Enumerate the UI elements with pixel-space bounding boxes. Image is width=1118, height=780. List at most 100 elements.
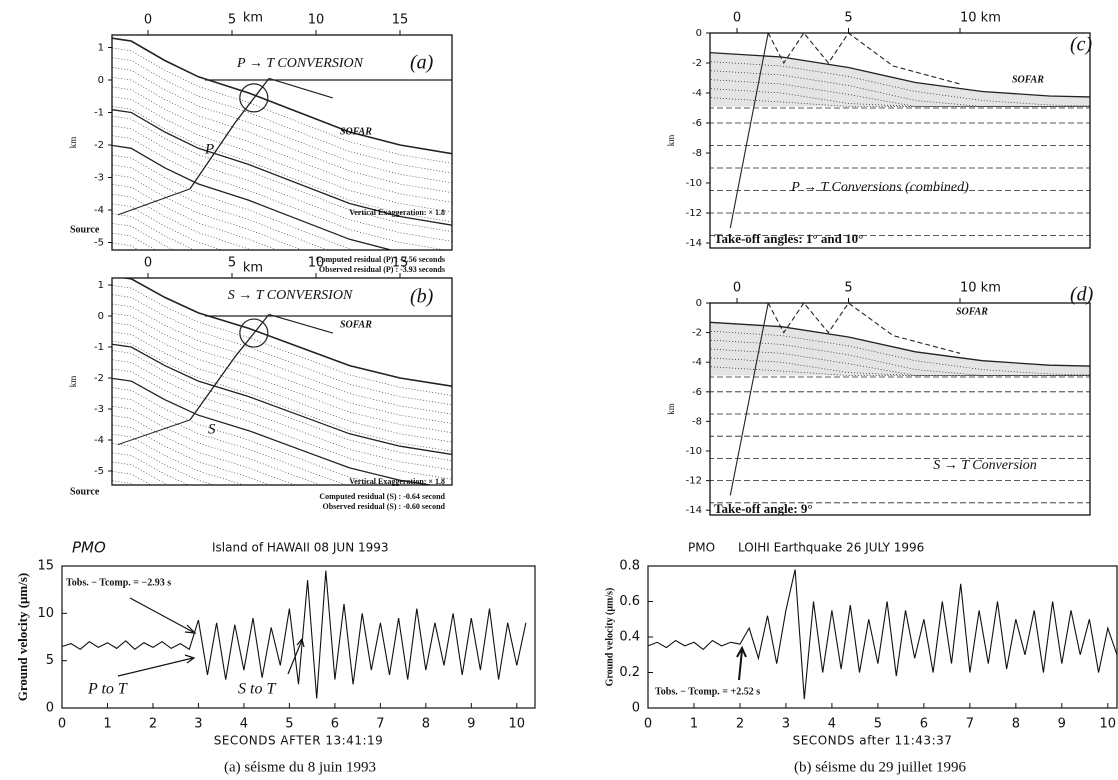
- seafloor: [710, 321, 1090, 367]
- zigzag: [767, 303, 961, 354]
- interface: [112, 343, 452, 456]
- layer: [112, 350, 452, 461]
- y-axis-label: km: [68, 137, 78, 149]
- y-tick-label: -10: [686, 446, 702, 457]
- y-tick-label: 0.4: [619, 630, 640, 645]
- layer: [112, 96, 452, 213]
- layer: [112, 424, 271, 485]
- diagram-sofar: SOFAR: [340, 319, 372, 330]
- cross-section: 0 5 10 km 0 -2 -4 -6 -8 -10 -12 -14 km (d) SOFAR S → T…: [666, 281, 1094, 517]
- sofar-arrow: [268, 77, 333, 99]
- annotation: Tobs. − Tcomp. = −2.93 s: [66, 577, 171, 588]
- source-line: [117, 188, 191, 216]
- x-tick-label: 5: [844, 11, 852, 26]
- x-tick-label: 9: [1058, 717, 1066, 732]
- seafloor-fill: [710, 322, 1090, 376]
- layer: [109, 262, 458, 379]
- diagram-title: S → T CONVERSION: [228, 288, 353, 303]
- diagram-title: P → T CONVERSION: [236, 56, 364, 71]
- seismogram: 0 1 2 3 4 5 6 7 8 9 10 0 5 10 15 PMO Island of HAWAII 08…: [15, 539, 536, 748]
- x-tick-label: 10: [1100, 717, 1117, 732]
- x-tick-label: 4: [828, 717, 836, 732]
- interface: [112, 144, 394, 250]
- layer: [109, 499, 458, 611]
- diagram-source: Source: [70, 486, 100, 497]
- diagram-ray: S: [208, 421, 216, 437]
- ray: [189, 78, 270, 190]
- layer: [112, 378, 432, 485]
- layer: [109, 508, 458, 620]
- diagram-panel: (d): [1070, 284, 1094, 306]
- ray: [729, 303, 769, 496]
- y-tick-label: -14: [686, 238, 702, 249]
- layer: [710, 357, 1090, 376]
- seafloor: [119, 278, 452, 388]
- diagram-panel: (c): [1070, 34, 1093, 56]
- x-tick-label: 10 km: [960, 11, 1001, 26]
- x-tick-label: 10: [308, 256, 325, 271]
- layers: [109, 278, 458, 620]
- frame: [709, 302, 1091, 516]
- diagram-computed: Computed residual (S) : -0.64 second: [319, 492, 445, 501]
- y-tick-label: -8: [692, 148, 702, 159]
- chart-title: Island of HAWAII 08 JUN 1993: [212, 541, 389, 555]
- seafloor-fill: [710, 52, 1090, 107]
- diagram-sofar: SOFAR: [1012, 74, 1044, 85]
- chart-title: LOIHI Earthquake 26 JULY 1996: [738, 541, 924, 555]
- layer: [112, 340, 452, 452]
- annotation: Tobs. − Tcomp. = +2.52 s: [655, 686, 760, 697]
- y-tick-label: 10: [37, 606, 54, 621]
- layers: [710, 303, 1090, 504]
- y-tick-label: -2: [692, 328, 702, 339]
- layers: [710, 33, 1090, 236]
- layer: [112, 294, 452, 406]
- x-tick-label: 15: [392, 256, 409, 271]
- cross-section: 0 5 10 km 0 -2 -4 -6 -8 -10 -12 -14 km (c) SOFAR P → T…: [666, 11, 1093, 250]
- diagram-takeoff: Take-off angle: 9°: [714, 501, 813, 516]
- layer: [112, 57, 452, 174]
- diagram-exaggeration: Vertical Exaggeration: × 1.8: [349, 208, 445, 217]
- diagram-source: Source: [70, 224, 100, 235]
- x-tick-label: 10: [509, 717, 526, 732]
- diagram-title: P → T Conversions (combined): [790, 180, 969, 195]
- zigzag: [767, 33, 961, 85]
- layer: [112, 322, 452, 434]
- layer: [710, 88, 1090, 107]
- layer: [112, 368, 452, 480]
- seismogram: 0 1 2 3 4 5 6 7 8 9 10 0 0.2 0.4 0.6 0.8 PMO LOIHI Earthq…: [604, 541, 1118, 748]
- x-tick-label: 3: [194, 717, 202, 732]
- layer: [112, 359, 452, 471]
- x-tick-label: 9: [467, 717, 475, 732]
- x-tick-label: 5: [844, 281, 852, 296]
- diagram-takeoff: Take-off angles: 1° and 10°: [714, 231, 863, 246]
- x-tick-label: 1: [103, 717, 111, 732]
- y-tick-label: -6: [692, 387, 702, 398]
- x-tick-label: 7: [966, 717, 974, 732]
- x-tick-label: 0: [644, 717, 652, 732]
- x-tick-label: 0: [58, 717, 66, 732]
- y-tick-label: -5: [94, 238, 104, 249]
- annotation: S to T: [238, 681, 276, 698]
- layers: [109, 37, 458, 379]
- diagram-title: S → T Conversion: [933, 458, 1037, 473]
- diagram-ray: P: [204, 141, 214, 157]
- layer: [112, 331, 452, 443]
- y-tick-label: -14: [686, 505, 702, 516]
- x-tick-label: 7: [376, 717, 384, 732]
- y-axis-label: Ground velocity (μm/s): [604, 588, 615, 687]
- diagram-panel: (a): [410, 52, 434, 74]
- y-axis-label: km: [666, 403, 676, 415]
- y-tick-label: -6: [692, 118, 702, 129]
- y-tick-label: 0: [98, 75, 104, 86]
- sofar-arrow: [268, 313, 333, 334]
- x-tick-label: 0: [144, 13, 152, 28]
- y-tick-label: -3: [94, 173, 104, 184]
- x-tick-label: 5: [228, 13, 236, 28]
- x-tick-label: 10: [308, 13, 325, 28]
- interface: [112, 109, 452, 226]
- x-axis-label: SECONDS after 11:43:37: [793, 734, 953, 748]
- conversion-circle: [239, 318, 269, 348]
